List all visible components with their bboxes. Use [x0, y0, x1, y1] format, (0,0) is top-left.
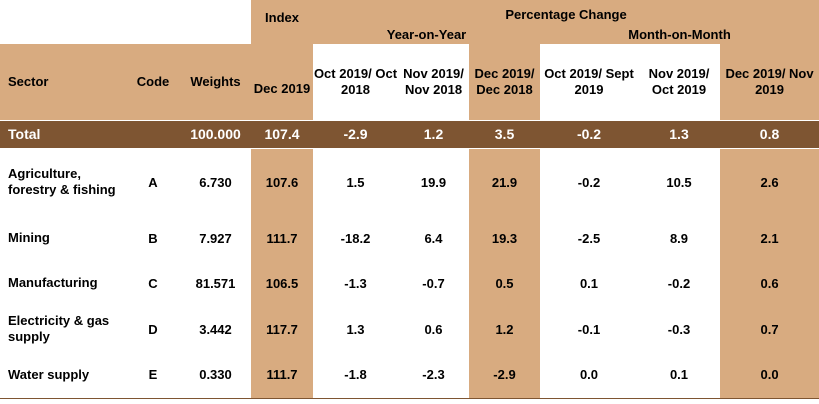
row-yoy-dec: 1.2	[469, 306, 540, 352]
row-weight: 6.730	[199, 174, 232, 190]
total-index: 107.4	[251, 119, 313, 149]
row-sector: Manufacturing	[8, 275, 98, 290]
index-header: Index	[251, 0, 313, 44]
row-mom-dec: 0.0	[720, 352, 819, 399]
row-code: A	[148, 174, 158, 190]
total-mom-oct: -0.2	[540, 119, 638, 149]
row-yoy-dec: 0.5	[469, 260, 540, 306]
row-sector: Water supply	[0, 352, 126, 399]
yoy-col-dec: Dec 2019/ Dec 2018	[469, 44, 540, 120]
total-yoy-oct: -2.9	[313, 119, 398, 149]
table-row: Mining B 7.927 111.7 -18.2 6.4 19.3 -2.5…	[0, 216, 819, 260]
yoy-header: Year-on-Year	[313, 22, 540, 44]
row-yoy-dec: 21.9	[469, 148, 540, 216]
row-mom-oct: -2.5	[577, 230, 601, 246]
mom-col-oct: Oct 2019/ Sept 2019	[540, 44, 638, 120]
row-weight: 81.571	[195, 275, 236, 291]
row-index: 117.7	[251, 306, 313, 352]
yoy-col-nov: Nov 2019/ Nov 2018	[398, 44, 469, 120]
table-row: Water supply E 0.330 111.7 -1.8 -2.3 -2.…	[0, 352, 819, 399]
total-mom-nov: 1.3	[638, 119, 720, 149]
row-weight: 0.330	[180, 352, 251, 399]
table-row: Electricity & gas supply D 3.442 117.7 1…	[0, 306, 819, 352]
row-code: C	[148, 275, 158, 291]
total-sector: Total	[0, 119, 126, 149]
row-index: 107.6	[251, 148, 313, 216]
row-mom-nov: 0.1	[638, 352, 720, 399]
row-code: E	[126, 352, 180, 399]
row-sector: Agriculture, forestry & fishing	[8, 166, 116, 198]
total-weight: 100.000	[180, 119, 251, 149]
total-yoy-nov: 1.2	[398, 119, 469, 149]
code-header: Code	[126, 44, 180, 120]
row-yoy-oct: -18.2	[340, 230, 371, 246]
row-mom-dec: 2.6	[720, 148, 819, 216]
mom-col-dec: Dec 2019/ Nov 2019	[720, 44, 819, 120]
mom-header: Month-on-Month	[540, 22, 819, 44]
header-blank	[0, 0, 251, 22]
dec2019-header: Dec 2019	[251, 44, 313, 120]
row-yoy-dec: 19.3	[469, 216, 540, 260]
weights-header: Weights	[180, 44, 251, 120]
row-yoy-oct: 1.3	[346, 321, 365, 337]
row-mom-nov: 8.9	[669, 230, 689, 246]
row-yoy-oct: 1.5	[346, 174, 365, 190]
total-yoy-dec: 3.5	[469, 119, 540, 149]
pct-change-header: Percentage Change	[313, 0, 819, 22]
row-yoy-oct: -1.8	[313, 352, 398, 399]
row-index: 106.5	[251, 260, 313, 306]
row-mom-dec: 0.7	[720, 306, 819, 352]
row-mom-dec: 0.6	[720, 260, 819, 306]
row-mom-oct: 0.0	[540, 352, 638, 399]
total-row: Total 100.000 107.4 -2.9 1.2 3.5 -0.2 1.…	[0, 119, 819, 149]
total-code	[126, 119, 180, 149]
row-yoy-dec: -2.9	[469, 352, 540, 399]
row-mom-nov: -0.2	[667, 275, 691, 291]
row-index: 111.7	[251, 216, 313, 260]
table-row: Agriculture, forestry & fishing A 6.730 …	[0, 148, 819, 216]
row-yoy-nov: -0.7	[422, 275, 445, 291]
mom-col-nov: Nov 2019/ Oct 2019	[638, 44, 720, 120]
row-yoy-oct: -1.3	[344, 275, 367, 291]
sector-header: Sector	[0, 44, 126, 120]
row-yoy-nov: 0.6	[424, 321, 443, 337]
row-yoy-nov: 19.9	[420, 174, 447, 190]
header-blank-2	[0, 22, 251, 44]
row-sector: Mining	[8, 230, 50, 245]
row-mom-oct: -0.2	[577, 174, 601, 190]
row-mom-nov: -0.3	[667, 321, 691, 337]
row-mom-oct: 0.1	[579, 275, 599, 291]
row-weight: 7.927	[199, 230, 232, 246]
row-weight: 3.442	[199, 321, 232, 337]
row-code: B	[148, 230, 158, 246]
row-mom-oct: -0.1	[577, 321, 601, 337]
row-mom-dec: 2.1	[720, 216, 819, 260]
total-mom-dec: 0.8	[720, 119, 819, 149]
table-row: Manufacturing C 81.571 106.5 -1.3 -0.7 0…	[0, 260, 819, 306]
row-yoy-nov: -2.3	[398, 352, 469, 399]
row-code: D	[148, 321, 158, 337]
row-sector: Electricity & gas supply	[8, 313, 110, 344]
row-yoy-nov: 6.4	[424, 230, 443, 246]
yoy-col-oct: Oct 2019/ Oct 2018	[313, 44, 398, 120]
row-mom-nov: 10.5	[666, 174, 692, 190]
row-index: 111.7	[251, 352, 313, 399]
